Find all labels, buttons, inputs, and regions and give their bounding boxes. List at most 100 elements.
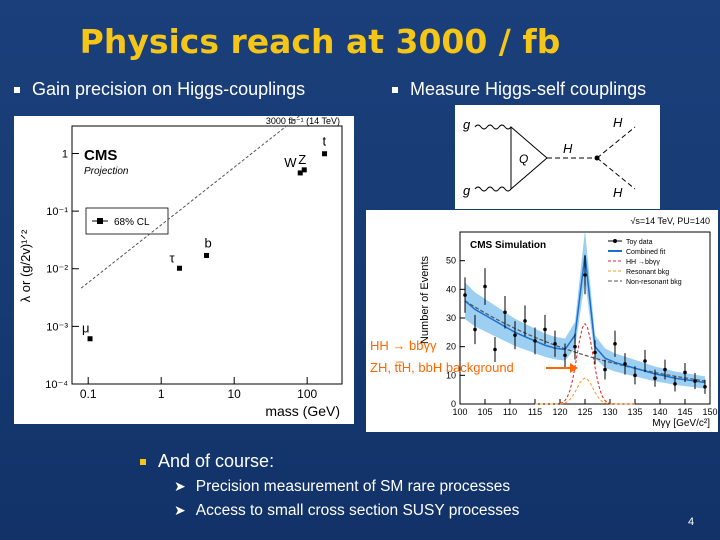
bullet-square-icon [140,459,146,466]
annotation-background: ZH, tt̅H, bbH background [370,360,514,375]
bullet-left: Gain precision on Higgs-couplings [14,79,305,100]
legend-marker-data [613,239,617,243]
sim-xtick-label: 125 [577,407,592,417]
coupling-point-label: τ [169,250,175,265]
sub-bullet-2-text: Access to small cross section SUSY proce… [195,502,520,519]
sim-ytick-label: 40 [446,284,456,294]
bullet-right: Measure Higgs-self couplings [392,79,646,100]
coupling-plot-brand: CMS [84,147,117,164]
sim-ytick-label: 30 [446,313,456,323]
sim-xtick-label: 130 [602,407,617,417]
sub-bullet-1: ➤ Precision measurement of SM rare proces… [174,478,510,496]
sim-data-point [533,339,537,343]
sim-data-point [683,370,687,375]
sim-data-point [573,344,577,349]
sim-data-point [493,347,497,352]
sim-plot-xlabel: Mγγ [GeV/c²] [652,418,710,429]
sim-data-point [553,342,557,346]
feynman-diagram-panel: g g Q H H H [455,105,660,209]
label-g-top: g [463,117,471,132]
self-coupling-vertex [594,155,600,161]
label-quark: Q [519,152,528,166]
coupling-point [297,170,303,176]
sim-xtick-label: 135 [627,407,642,417]
coupling-point [322,151,328,157]
sim-data-point [513,333,517,337]
coupling-xtick-label: 1 [158,387,165,401]
sim-ytick-label: 20 [446,342,456,352]
coupling-ytick-label: 10⁻² [46,264,68,276]
coupling-point [176,265,182,271]
simulation-plot: √s=14 TeV, PU=140 CMS Simulation Number … [370,216,718,429]
legend-combined-fit: Combined fit [626,249,665,256]
coupling-ytick-label: 1 [62,148,68,160]
coupling-point [204,252,210,258]
sim-data-point [623,362,627,366]
sim-data-points [463,255,707,394]
feynman-diagram: g g Q H H H [463,115,636,200]
coupling-plot-ylabel: λ or (g/2v)¹ᐟ² [18,229,33,302]
coupling-xtick-label: 100 [297,387,317,401]
coupling-ytick-label: 10⁻⁴ [45,379,68,391]
coupling-plot-xlabel: mass (GeV) [265,403,340,419]
sim-ticks: 100 105 110 115 120 125 130 135 140 145 150 0 10 20 30… [446,256,718,417]
sub-bullet-2: ➤ Access to small cross section SUSY proc… [174,502,519,520]
sim-ytick-label: 10 [446,370,456,380]
sim-data-point [633,373,637,378]
label-g-bottom: g [463,183,471,198]
sim-data-point [673,382,677,386]
higgs-out-bottom [596,157,636,190]
sim-data-point [693,379,697,383]
sim-xtick-label: 105 [477,407,492,417]
coupling-plot-frame [71,125,343,385]
coupling-plot-header: 3000 fb⁻¹ (14 TeV) [266,116,340,126]
sim-plot-ylabel: Number of Events [419,255,431,344]
coupling-xtick-label: 10 [228,387,242,401]
coupling-point-label: Z [298,152,306,167]
sim-data-point [703,385,707,389]
slide-title: Physics reach at 3000 / fb [79,22,561,61]
bullet-square-icon [14,87,20,94]
arrow-bullet-icon: ➤ [174,502,186,518]
annotation-arrow-icon [570,363,578,373]
sim-data-point [483,284,487,289]
main-bullet: And of course: [140,451,274,472]
sim-xtick-label: 110 [503,407,517,417]
coupling-plot: 3000 fb⁻¹ (14 TeV) CMS Projection 68% CL… [18,91,343,419]
bullet-left-text: Gain precision on Higgs-couplings [32,79,306,99]
sim-xtick-label: 115 [528,407,542,417]
simulation-plot-panel: √s=14 TeV, PU=140 CMS Simulation Number … [366,210,718,432]
coupling-prediction-line [80,91,330,289]
sim-xtick-label: 150 [702,407,717,417]
coupling-ytick-label: 10⁻³ [46,321,68,333]
sim-xtick-label: 120 [552,407,567,417]
coupling-legend-marker [97,218,103,224]
sim-data-point [583,273,587,277]
arrow-bullet-icon: ➤ [174,478,186,494]
coupling-point [301,167,307,173]
nonresonant-bkg-curve [464,300,706,382]
label-h-mid: H [563,141,573,156]
sim-data-point [543,327,547,332]
sim-data-point [653,376,657,380]
sim-data-point [603,367,607,372]
sub-bullet-1-text: Precision measurement of SM rare process… [195,478,511,495]
coupling-point-label: W [284,155,297,170]
legend-nonresonant: Non-resonant bkg [626,279,682,286]
page-number: 4 [688,516,695,528]
sim-data-point [463,293,467,297]
sim-legend: Toy data Combined fit HH →bbγγ Resonant … [608,239,682,286]
legend-hh: HH →bbγγ [626,259,660,266]
sim-plot-header: √s=14 TeV, PU=140 [630,216,710,226]
quark-loop [510,125,548,191]
bullet-square-icon [392,87,398,94]
sim-data-point [473,327,477,332]
label-h-bottom: H [613,185,623,200]
sim-data-point [523,319,527,323]
resonant-bkg-curve [535,377,635,405]
main-bullet-text: And of course: [158,451,275,471]
coupling-ytick-label: 10⁻¹ [46,206,68,218]
gluon-top [474,124,512,130]
coupling-point-label: μ [82,321,90,336]
sim-ytick-label: 50 [446,256,456,266]
